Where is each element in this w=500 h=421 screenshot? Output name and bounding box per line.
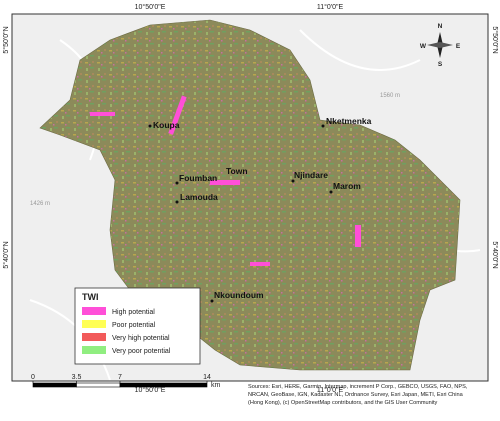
place-label: Nketmenka xyxy=(326,116,372,126)
legend-swatch xyxy=(82,346,106,354)
coord-label: 5°40'0"N xyxy=(2,241,10,268)
source-line: (Hong Kong), (c) OpenStreetMap contribut… xyxy=(248,400,438,406)
scale-label: 0 xyxy=(31,374,35,381)
coord-label: 5°40'0"N xyxy=(491,241,499,268)
place-label: Foumban xyxy=(179,173,217,183)
place-label: Lamouda xyxy=(180,192,218,202)
scale-segment xyxy=(76,382,121,388)
scale-segment xyxy=(32,382,77,388)
coord-label: 10°50'0"E xyxy=(135,3,166,11)
scale-label: 7 xyxy=(118,374,122,381)
compass-label: N xyxy=(438,23,443,30)
legend-label: Poor potential xyxy=(112,322,156,329)
compass-label: S xyxy=(438,61,443,68)
place-label: Town xyxy=(226,166,248,176)
coord-label: 5°50'0"N xyxy=(2,26,10,53)
scale-unit: km xyxy=(211,382,221,389)
place-label: Njindare xyxy=(294,170,328,180)
study-area xyxy=(39,19,461,371)
scale-segment xyxy=(119,382,208,388)
coordinate-labels: 10°50'0"E 11°0'0"E 10°50'0"E 11°0'0"E 5°… xyxy=(2,3,499,394)
elevation-label: 1560 m xyxy=(380,93,400,99)
coord-label: 11°0'0"E xyxy=(317,3,344,11)
legend-title: TWI xyxy=(82,292,99,302)
sources: Sources: Esri, HERE, Garmin, Intermap, i… xyxy=(248,384,468,406)
source-line: Sources: Esri, HERE, Garmin, Intermap, i… xyxy=(248,384,468,390)
compass-label: W xyxy=(420,43,427,50)
coord-label: 5°50'0"N xyxy=(491,26,499,53)
scale-label: 3.5 xyxy=(72,374,82,381)
coord-label: 10°50'0"E xyxy=(135,386,166,394)
place-label: Marom xyxy=(333,181,361,191)
source-line: NRCAN, GeoBase, IGN, Kadaster NL, Ordnan… xyxy=(248,392,464,398)
legend-swatch xyxy=(82,333,106,341)
legend: TWI High potential Poor potential Very hig… xyxy=(74,287,201,365)
high-potential-zones xyxy=(90,95,361,266)
legend-label: High potential xyxy=(112,309,155,316)
legend-swatch xyxy=(82,320,106,328)
elevation-label: 1426 m xyxy=(30,201,50,207)
compass-label: E xyxy=(456,43,461,50)
scale-label: 14 xyxy=(203,374,211,381)
coord-label: 11°0'0"E xyxy=(317,386,344,394)
legend-swatch xyxy=(82,307,106,315)
compass: N S E W xyxy=(420,23,461,68)
place-label: Nkoundoum xyxy=(214,290,264,300)
legend-label: Very poor potential xyxy=(112,348,171,355)
places: Koupa Nketmenka Foumban Town Lamouda Nji… xyxy=(30,93,400,303)
place-label: Koupa xyxy=(153,120,180,130)
legend-label: Very high potential xyxy=(112,335,170,342)
